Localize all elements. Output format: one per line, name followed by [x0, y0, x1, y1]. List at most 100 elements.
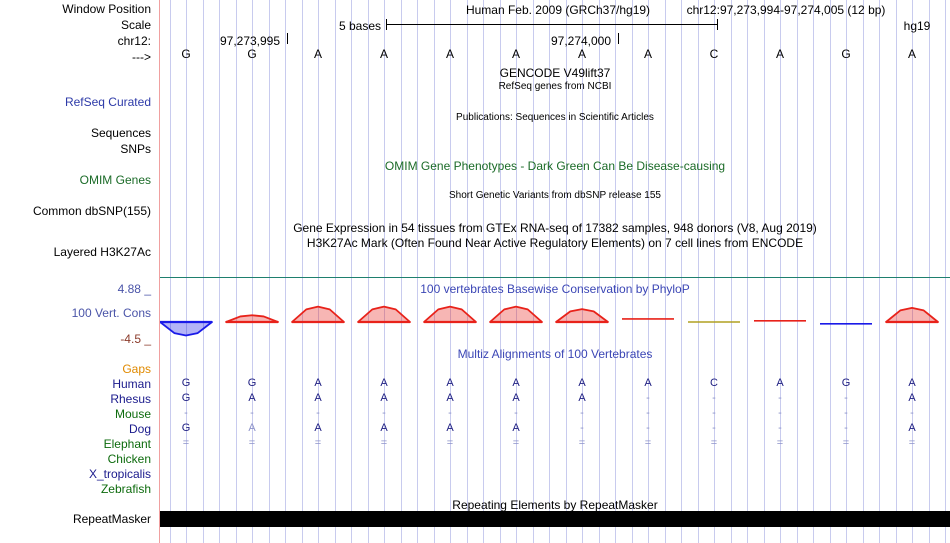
gtex-title[interactable]: Gene Expression in 54 tissues from GTEx …: [293, 221, 817, 235]
align-base-rhesus: A: [578, 392, 586, 404]
dbsnp-title[interactable]: Short Genetic Variants from dbSNP releas…: [449, 190, 661, 201]
label-scale[interactable]: Scale: [120, 18, 151, 32]
ruler-position-label: 97,273,995: [219, 34, 281, 48]
align-base-elephant: =: [446, 437, 454, 449]
gridline: [945, 0, 946, 543]
label-species-rhesus[interactable]: Rhesus: [110, 392, 151, 406]
label-strand[interactable]: --->: [132, 50, 151, 64]
label-species-elephant[interactable]: Elephant: [103, 437, 151, 451]
h3k27ac-title[interactable]: H3K27Ac Mark (Often Found Near Active Re…: [306, 236, 804, 250]
label-gaps[interactable]: Gaps: [122, 362, 151, 376]
gridline: [632, 0, 633, 543]
gridline: [665, 0, 666, 543]
label-species-human[interactable]: Human: [112, 377, 151, 391]
label-omim-genes[interactable]: OMIM Genes: [79, 173, 151, 187]
gridline: [549, 0, 550, 543]
align-base-rhesus: A: [512, 392, 520, 404]
align-base-rhesus: A: [248, 392, 256, 404]
align-base-human: A: [644, 377, 652, 389]
label-cons-min[interactable]: -4.5 _: [120, 332, 151, 346]
omim-title[interactable]: OMIM Gene Phenotypes - Dark Green Can Be…: [384, 159, 726, 173]
gridline: [566, 0, 567, 543]
label-snps[interactable]: SNPs: [120, 142, 151, 156]
label-chrom[interactable]: chr12:: [117, 34, 151, 48]
label-species-xtropicalis[interactable]: X_tropicalis: [88, 467, 151, 481]
gridline: [747, 0, 748, 543]
gridline: [929, 0, 930, 543]
align-base-dog: A: [512, 422, 520, 434]
gridline: [500, 0, 501, 543]
publications-title[interactable]: Publications: Sequences in Scientific Ar…: [456, 112, 654, 123]
label-species-zebrafish[interactable]: Zebrafish: [100, 482, 151, 496]
label-species-chicken[interactable]: Chicken: [107, 452, 151, 466]
ruler-base-letter: G: [247, 47, 257, 61]
gridline: [417, 0, 418, 543]
label-window-position[interactable]: Window Position: [62, 2, 151, 16]
align-base-rhesus: -: [712, 392, 716, 404]
gridline: [252, 0, 253, 543]
gridline: [764, 0, 765, 543]
align-base-mouse: -: [184, 407, 188, 419]
align-base-rhesus: -: [778, 392, 782, 404]
gridline: [203, 0, 204, 543]
align-base-human: A: [314, 377, 322, 389]
align-base-rhesus: A: [908, 392, 916, 404]
align-base-dog: -: [778, 422, 782, 434]
scale-bar: [386, 24, 717, 25]
gridline: [186, 0, 187, 543]
label-repeatmasker[interactable]: RepeatMasker: [72, 512, 151, 526]
gridline: [384, 0, 385, 543]
label-cons-max[interactable]: 4.88 _: [117, 282, 151, 296]
align-base-human: A: [446, 377, 454, 389]
label-cons-track[interactable]: 100 Vert. Cons: [71, 306, 151, 320]
multiz-title[interactable]: Multiz Alignments of 100 Vertebrates: [457, 347, 653, 361]
align-base-elephant: =: [314, 437, 322, 449]
align-base-dog: A: [248, 422, 256, 434]
label-refseq-curated[interactable]: RefSeq Curated: [64, 95, 151, 109]
gridline: [879, 0, 880, 543]
teal-separator: [160, 277, 950, 278]
gridline: [582, 0, 583, 543]
label-layered-h3k27ac[interactable]: Layered H3K27Ac: [53, 245, 151, 259]
ruler-base-letter: A: [643, 47, 653, 61]
scale-label: 5 bases: [338, 19, 382, 33]
track-label-column: Window Position Scale chr12: ---> RefSeq Cur…: [0, 0, 159, 543]
align-base-human: G: [181, 377, 191, 389]
align-base-mouse: -: [382, 407, 386, 419]
gridline: [533, 0, 534, 543]
phylop-title[interactable]: 100 vertebrates Basewise Conservation by…: [420, 282, 690, 296]
align-base-elephant: =: [578, 437, 586, 449]
gridline: [401, 0, 402, 543]
align-base-elephant: =: [644, 437, 652, 449]
label-species-mouse[interactable]: Mouse: [114, 407, 151, 421]
align-base-mouse: -: [844, 407, 848, 419]
align-base-human: A: [512, 377, 520, 389]
gridline: [318, 0, 319, 543]
align-base-elephant: =: [710, 437, 718, 449]
gridline: [714, 0, 715, 543]
align-base-human: G: [247, 377, 257, 389]
browser-data-panel[interactable]: Human Feb. 2009 (GRCh37/hg19) chr12:97,2…: [160, 0, 950, 543]
gridline: [170, 0, 171, 543]
align-base-dog: G: [181, 422, 191, 434]
align-base-human: A: [578, 377, 586, 389]
ruler-base-letter: G: [841, 47, 851, 61]
align-base-rhesus: -: [844, 392, 848, 404]
gencode-title[interactable]: GENCODE V49lift37: [499, 66, 611, 80]
ruler-base-letter: A: [445, 47, 455, 61]
label-common-dbsnp[interactable]: Common dbSNP(155): [32, 204, 151, 218]
ruler-base-letter: C: [709, 47, 719, 61]
ruler-base-letter: A: [775, 47, 785, 61]
ruler-position-label: 97,274,000: [550, 34, 612, 48]
ruler-base-letter: A: [313, 47, 323, 61]
gridline: [434, 0, 435, 543]
gridline: [516, 0, 517, 543]
align-base-mouse: -: [910, 407, 914, 419]
refseq-ncbi-title[interactable]: RefSeq genes from NCBI: [498, 81, 612, 92]
gridline: [698, 0, 699, 543]
repeatmasker-title[interactable]: Repeating Elements by RepeatMasker: [452, 498, 658, 512]
align-base-elephant: =: [908, 437, 916, 449]
label-sequences[interactable]: Sequences: [90, 126, 151, 140]
label-species-dog[interactable]: Dog: [128, 422, 151, 436]
